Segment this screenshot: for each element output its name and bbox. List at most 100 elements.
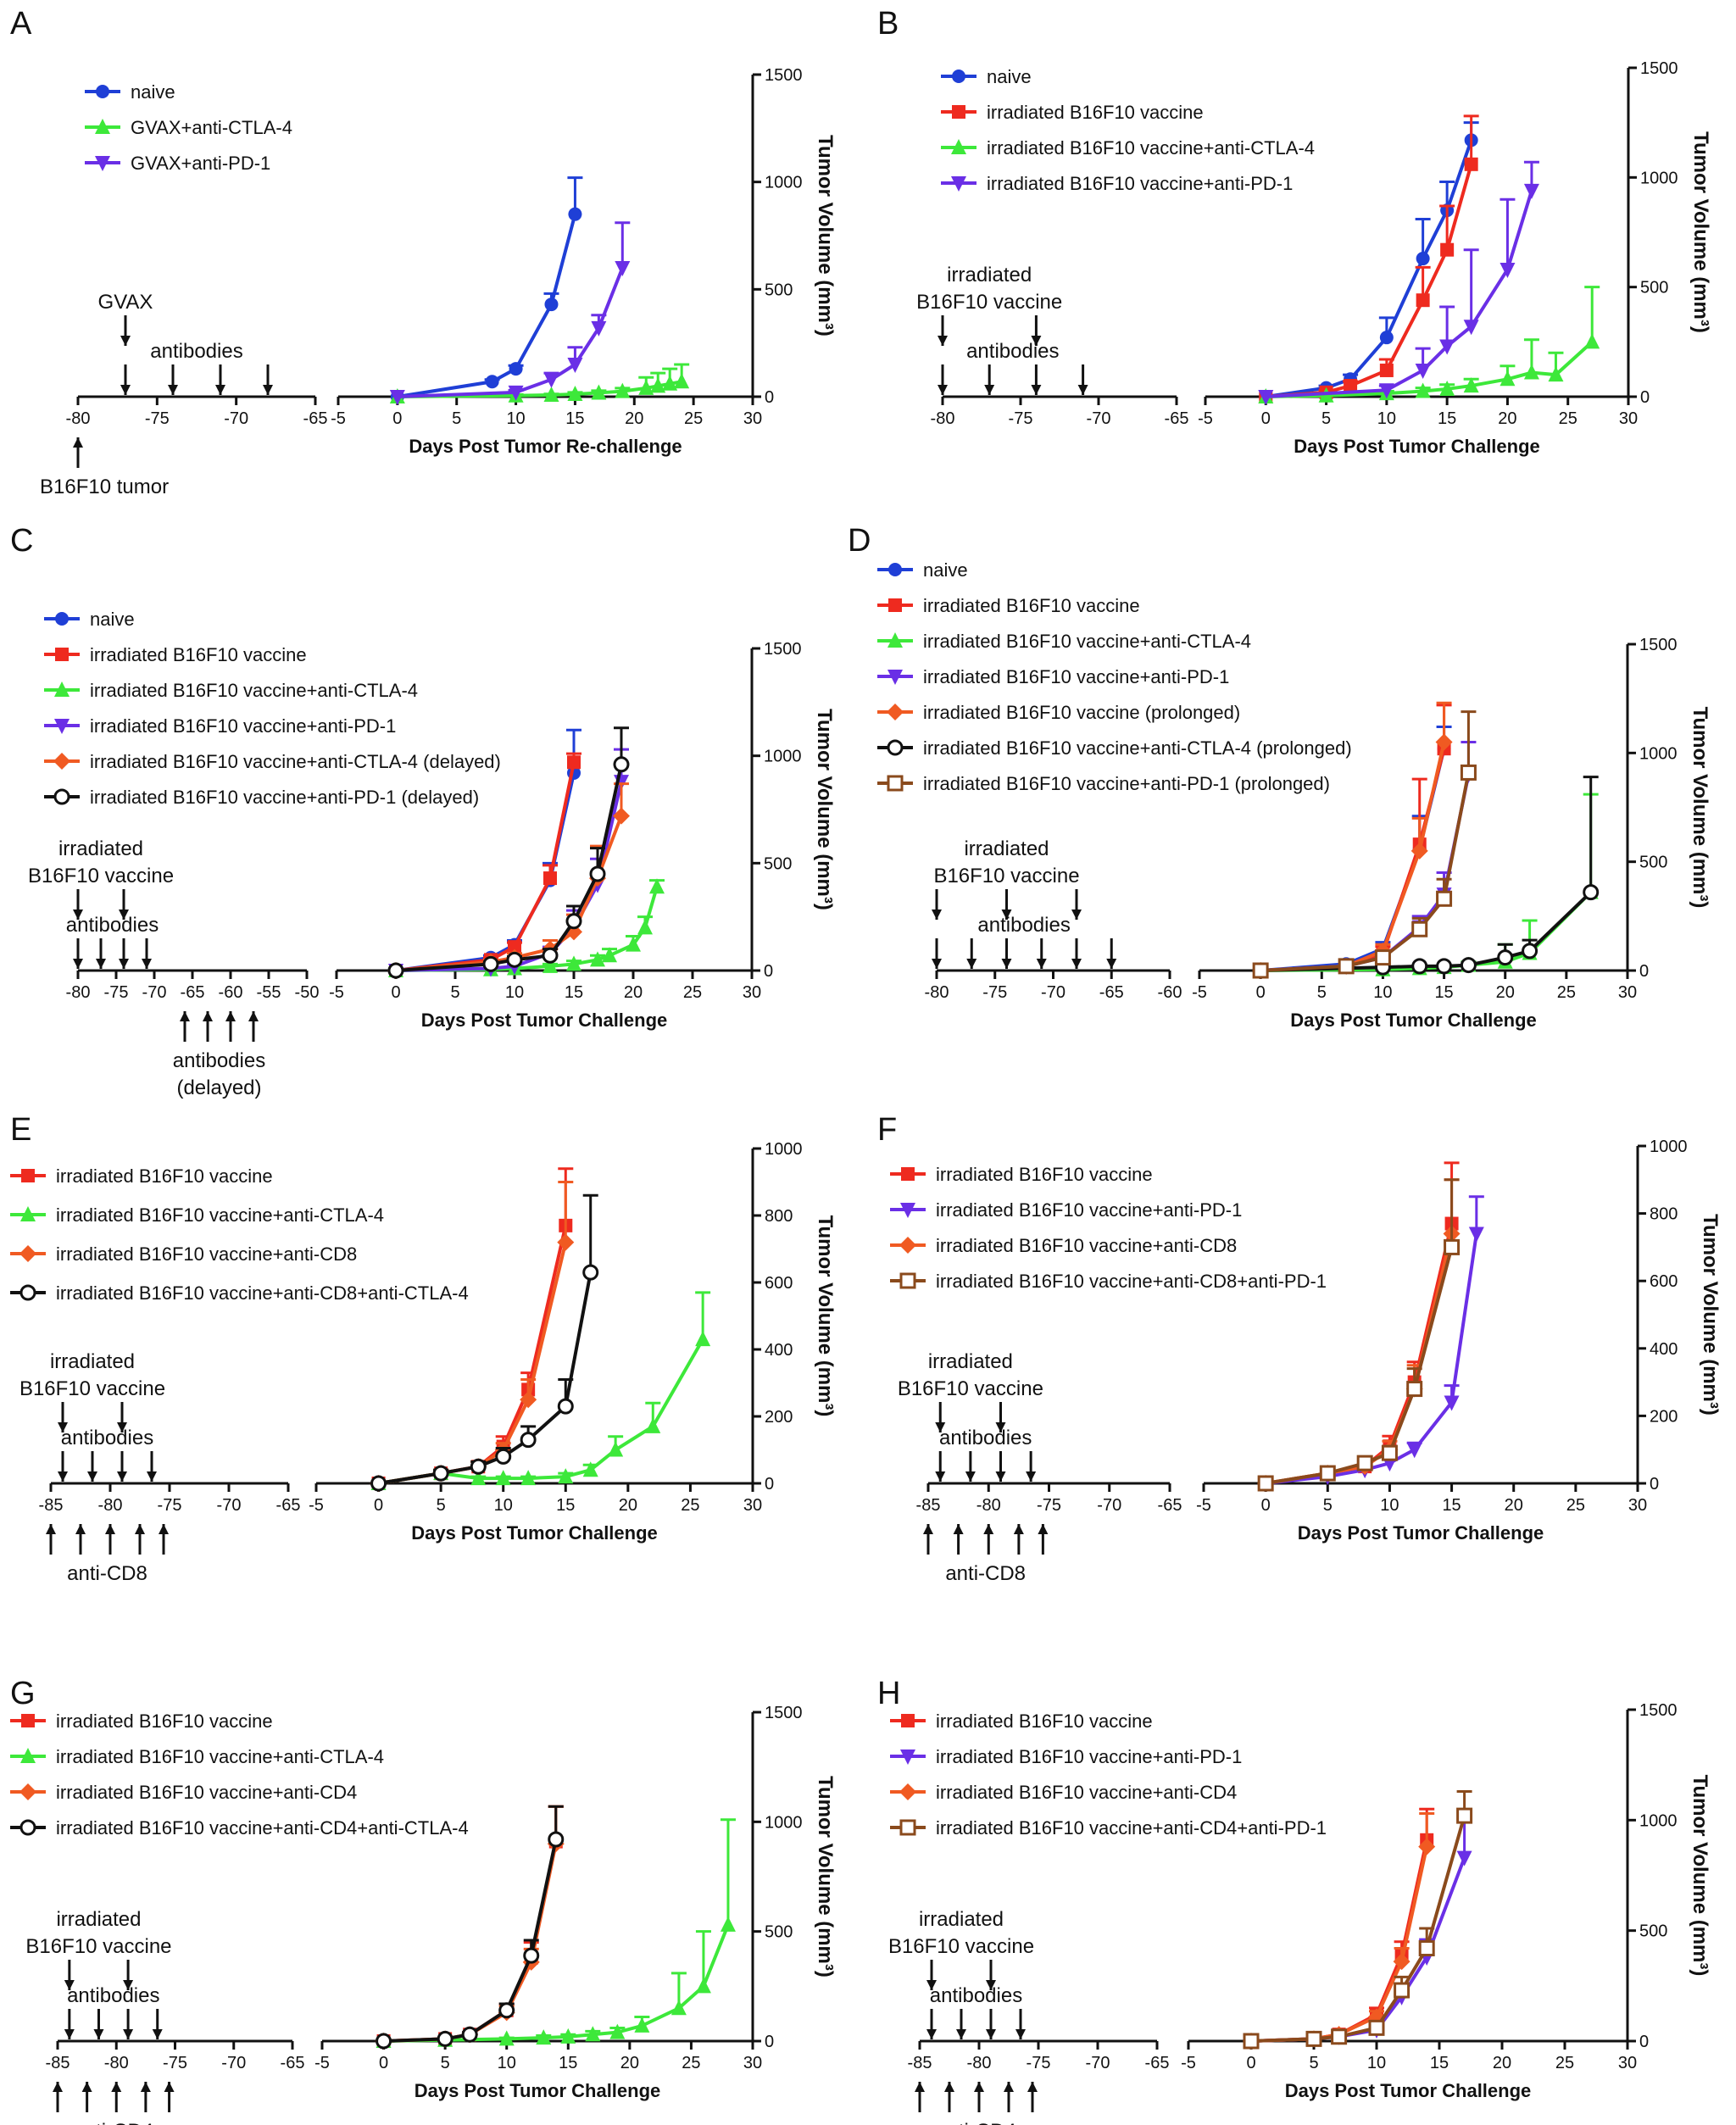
timeline-arrow-down — [168, 364, 178, 395]
arrow-head — [164, 2082, 175, 2092]
arrow-head — [58, 1471, 68, 1482]
data-point — [536, 2029, 552, 2045]
arrow-head — [147, 1471, 157, 1482]
series-line — [383, 1924, 730, 2043]
x-axis-label: Days Post Tumor Challenge — [415, 2080, 661, 2101]
arrow-head — [965, 1471, 976, 1482]
arrow-head — [1036, 959, 1047, 969]
timeline-label: antibodies — [66, 914, 159, 937]
data-point — [650, 377, 666, 393]
data-point — [485, 375, 499, 389]
data-point — [1460, 957, 1477, 974]
x-tick-label: 30 — [1618, 983, 1637, 1002]
legend-entry: naive — [877, 559, 968, 581]
legend-label: naive — [923, 559, 968, 581]
arrow-head — [64, 2029, 75, 2039]
x-tick-label: 15 — [565, 983, 583, 1002]
legend-marker — [951, 139, 966, 154]
x-tick-label: 20 — [624, 983, 643, 1002]
timeline-label: B16F10 vaccine — [25, 1935, 171, 1958]
data-point — [615, 261, 631, 276]
arrow-head — [923, 1524, 933, 1534]
x-tick-label: 10 — [1377, 409, 1396, 428]
data-point — [1379, 331, 1394, 345]
timeline-label: irradiated — [964, 837, 1049, 860]
legend-marker — [53, 753, 70, 770]
timeline-arrow-up — [164, 2082, 175, 2112]
x-tick-label: 30 — [1619, 409, 1638, 428]
timeline-label: irradiated — [56, 1908, 141, 1931]
legend-label: GVAX+anti-PD-1 — [131, 153, 270, 174]
data-point — [638, 379, 654, 395]
timeline-arrow-down — [58, 1451, 68, 1482]
timeline-arrow-down — [1026, 1451, 1037, 1482]
x-tick-label: 10 — [494, 1496, 513, 1515]
data-point — [470, 1470, 487, 1486]
data-point — [591, 384, 607, 400]
data-point — [1378, 383, 1394, 399]
legend-entry: irradiated B16F10 vaccine — [890, 1711, 1153, 1732]
timeline-tick-label: -80 — [931, 409, 955, 428]
series-line — [1265, 1246, 1454, 1485]
legend-entry: naive — [85, 81, 175, 103]
x-tick-label: 25 — [684, 409, 703, 428]
timeline-tick-label: -60 — [219, 983, 243, 1002]
legend-entry: naive — [44, 609, 135, 630]
timeline-label: antibodies — [61, 1427, 153, 1449]
y-tick-label: 600 — [1650, 1272, 1678, 1291]
timeline-label: antibodies — [977, 914, 1070, 937]
y-tick-label: 1500 — [765, 66, 803, 85]
arrow-head — [935, 1471, 946, 1482]
timeline-label: GVAX — [98, 291, 153, 314]
y-tick-label: 0 — [765, 388, 774, 407]
legend-entry: irradiated B16F10 vaccine — [941, 102, 1204, 123]
legend-label: irradiated B16F10 vaccine+anti-PD-1 — [90, 715, 396, 737]
series-line — [378, 1338, 704, 1485]
arrow-head — [73, 910, 83, 920]
x-tick-label: 10 — [1380, 1496, 1399, 1515]
arrow-head — [986, 1980, 996, 1990]
data-point — [560, 2028, 576, 2044]
timeline-arrow-up — [944, 2082, 954, 2112]
data-point — [495, 1470, 511, 1486]
arrow-head — [1026, 1471, 1037, 1482]
y-tick-label: 1000 — [765, 174, 803, 192]
series-5 — [1252, 776, 1600, 979]
x-tick-label: 30 — [743, 2054, 762, 2072]
data-point — [437, 2030, 453, 2047]
timeline-arrow-down — [120, 315, 131, 346]
arrow-head — [1038, 1524, 1049, 1534]
data-point — [1379, 363, 1394, 377]
x-tick-label: 5 — [1321, 409, 1331, 428]
timeline-arrow-down — [1106, 938, 1117, 969]
data-point — [1444, 1238, 1461, 1255]
timeline-arrow-up — [953, 1524, 964, 1555]
x-tick-label: -5 — [329, 983, 344, 1002]
legend-label: irradiated B16F10 vaccine+anti-CD4+anti-… — [936, 1817, 1327, 1839]
data-point — [1444, 1395, 1460, 1411]
legend-label: irradiated B16F10 vaccine+anti-PD-1 — [936, 1746, 1242, 1767]
legend-label: irradiated B16F10 vaccine — [936, 1711, 1153, 1732]
timeline-arrow-down — [935, 1451, 946, 1482]
legend-label: irradiated B16F10 vaccine+anti-PD-1 (del… — [90, 787, 479, 808]
data-point — [615, 382, 631, 398]
data-point — [508, 385, 524, 401]
series-2 — [370, 1181, 575, 1492]
arrow-head — [117, 1471, 127, 1482]
y-tick-label: 1000 — [765, 1140, 803, 1159]
series-3 — [1258, 160, 1539, 405]
data-point — [582, 1264, 599, 1281]
y-tick-label: 1500 — [1640, 59, 1678, 78]
timeline-label: anti-CD8 — [67, 1562, 147, 1585]
y-tick-label: 600 — [765, 1274, 793, 1293]
data-point — [1435, 733, 1453, 751]
timeline-arrow-down — [120, 364, 131, 395]
arrow-head — [140, 2082, 151, 2092]
arrow-head — [938, 385, 948, 395]
y-tick-label: 1000 — [1640, 169, 1678, 187]
series-3 — [376, 1805, 565, 2050]
panel-c: C-80 -75 -70 -65 -60 -55 -50 -5 0 5 10 15 20 25 30Days… — [10, 523, 836, 1099]
data-point — [602, 947, 617, 963]
timeline-label: anti-CD4 — [73, 2120, 153, 2125]
